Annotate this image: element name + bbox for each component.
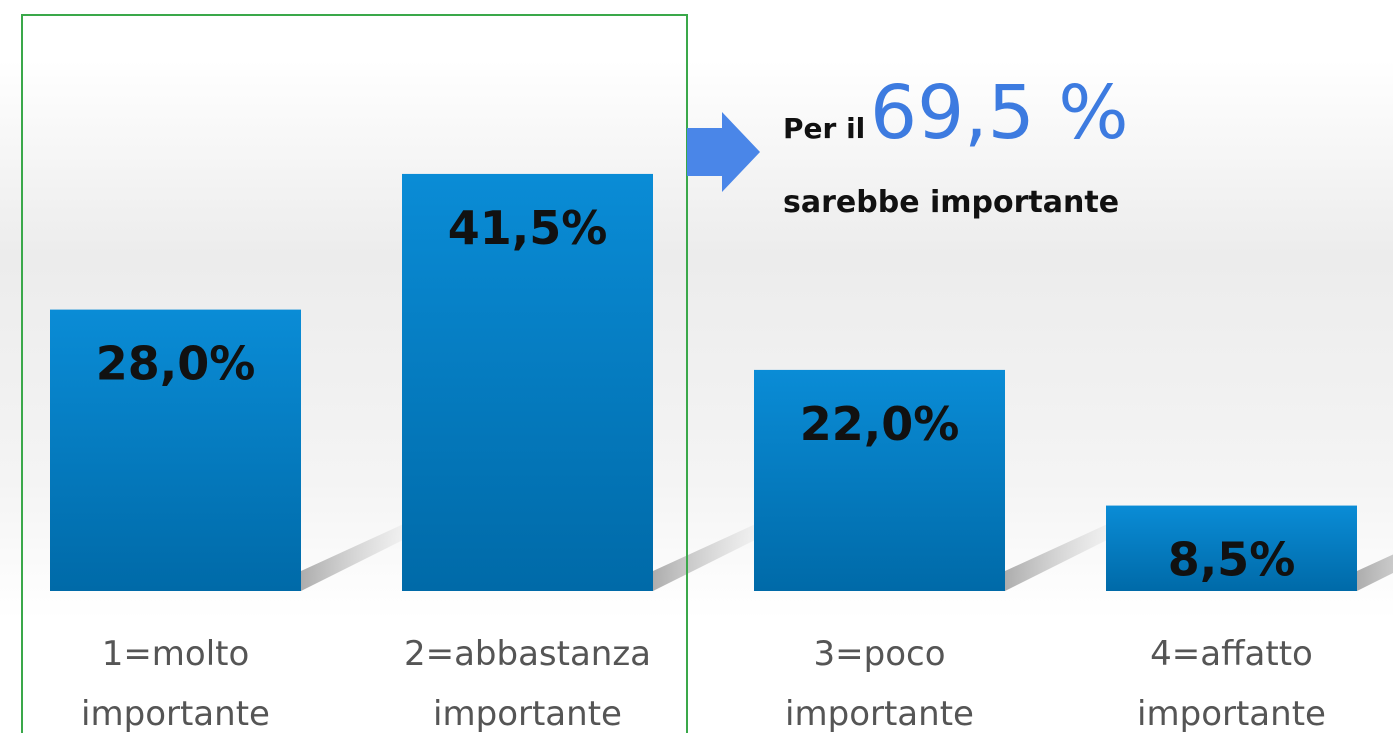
bar — [50, 309, 301, 591]
bar — [1106, 505, 1357, 591]
category-label: 4=affatto importante — [1137, 634, 1326, 734]
bar — [402, 173, 653, 592]
annotation-prefix: Per il — [783, 112, 865, 145]
value-label: 22,0% — [800, 397, 960, 451]
bar-shadow — [301, 516, 421, 591]
annotation-suffix: sarebbe importante — [783, 185, 1119, 220]
bar — [754, 369, 1005, 591]
annotation-highlight: 69,5 % — [870, 70, 1129, 156]
value-label: 28,0% — [96, 337, 256, 391]
highlight-box — [21, 14, 688, 733]
value-label: 41,5% — [448, 201, 608, 255]
bar-shadow — [653, 516, 773, 591]
bar-shadow — [1357, 554, 1393, 591]
value-label: 8,5% — [1168, 533, 1296, 587]
arrow — [687, 112, 760, 192]
bar-shadow — [1005, 516, 1125, 591]
category-label: 2=abbastanza importante — [403, 634, 652, 734]
category-label: 1=molto importante — [81, 634, 270, 734]
category-label: 3=poco importante — [785, 634, 974, 734]
